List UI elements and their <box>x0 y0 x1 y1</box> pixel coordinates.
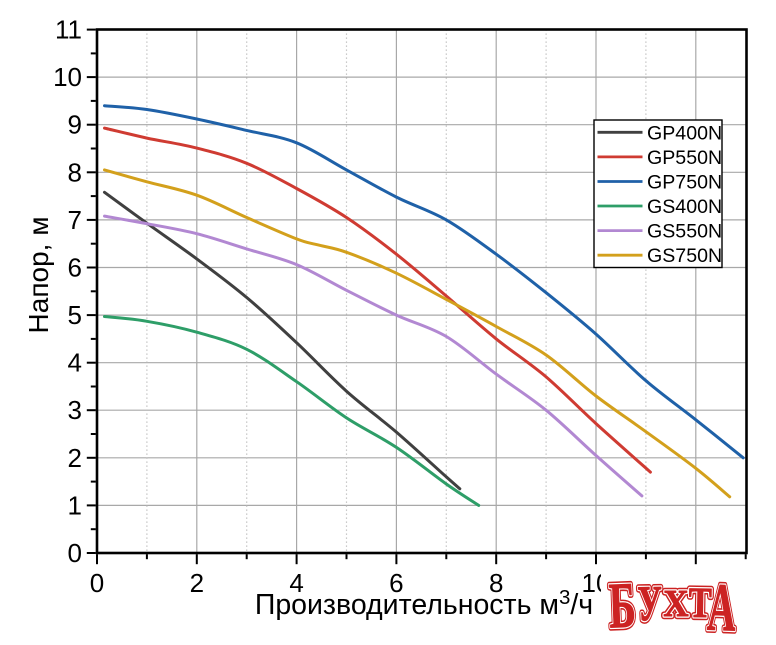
svg-text:У: У <box>637 576 663 632</box>
svg-text:Производительность м3/ч: Производительность м3/ч <box>255 586 593 621</box>
svg-text:Б: Б <box>608 569 637 640</box>
svg-text:У: У <box>637 576 663 632</box>
svg-text:Т: Т <box>688 579 712 627</box>
svg-text:Т: Т <box>688 579 712 627</box>
svg-text:6: 6 <box>68 253 82 283</box>
svg-text:Х: Х <box>663 582 688 625</box>
svg-text:8: 8 <box>489 568 503 598</box>
svg-text:4: 4 <box>289 568 303 598</box>
svg-text:0: 0 <box>68 538 82 568</box>
svg-text:У: У <box>637 576 663 632</box>
svg-text:GP400N: GP400N <box>647 122 722 144</box>
svg-text:Б: Б <box>608 569 637 640</box>
svg-text:10: 10 <box>53 62 82 92</box>
svg-text:9: 9 <box>68 110 82 140</box>
svg-text:GP550N: GP550N <box>647 147 722 169</box>
svg-text:GS400N: GS400N <box>647 196 722 218</box>
svg-text:1: 1 <box>68 490 82 520</box>
svg-text:Напор, м: Напор, м <box>23 217 54 334</box>
svg-text:6: 6 <box>389 568 403 598</box>
svg-text:А: А <box>706 570 737 640</box>
svg-text:0: 0 <box>90 568 104 598</box>
svg-text:А: А <box>706 570 737 640</box>
svg-text:GS750N: GS750N <box>647 245 722 267</box>
svg-text:GS550N: GS550N <box>647 221 722 243</box>
svg-text:3: 3 <box>68 395 82 425</box>
svg-text:5: 5 <box>68 300 82 330</box>
svg-text:Б: Б <box>608 569 637 640</box>
svg-text:11: 11 <box>55 15 82 45</box>
svg-text:GP750N: GP750N <box>647 172 722 194</box>
svg-text:Х: Х <box>663 582 688 625</box>
svg-text:А: А <box>706 570 737 640</box>
svg-text:Т: Т <box>688 579 712 627</box>
svg-text:8: 8 <box>68 157 82 187</box>
svg-text:7: 7 <box>68 205 82 235</box>
svg-text:4: 4 <box>68 348 82 378</box>
svg-text:2: 2 <box>190 568 204 598</box>
svg-text:Х: Х <box>663 582 688 625</box>
svg-text:2: 2 <box>68 443 82 473</box>
